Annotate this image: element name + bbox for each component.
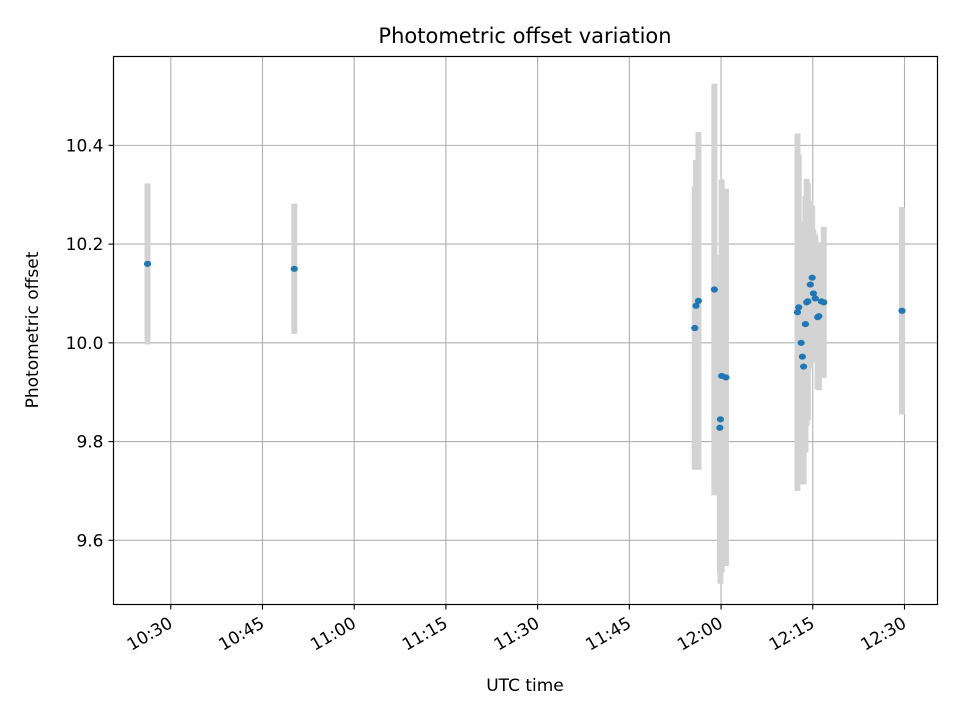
data-point: [804, 298, 812, 305]
error-bars: [144, 83, 906, 584]
data-point: [808, 274, 816, 281]
data-point: [798, 353, 806, 360]
x-tick-label: 12:30: [858, 614, 910, 656]
data-point: [898, 307, 906, 314]
data-point: [290, 265, 298, 272]
x-tick-label: 11:00: [307, 614, 359, 656]
data-point: [716, 416, 725, 423]
data-point: [815, 313, 823, 320]
data-point: [797, 339, 805, 346]
axis-ticks: [108, 144, 906, 610]
data-point: [793, 309, 802, 316]
data-point: [811, 295, 819, 302]
x-axis-label: UTC time: [486, 676, 564, 696]
data-points: [143, 260, 906, 431]
data-point: [710, 286, 718, 293]
x-tick-label: 10:30: [124, 614, 176, 656]
x-tick-label: 11:45: [582, 614, 634, 656]
data-point: [795, 304, 803, 311]
y-axis-tick-labels: 9.6 9.8 10.0 10.2 10.4: [66, 136, 104, 551]
y-tick-label: 10.2: [66, 235, 104, 255]
data-point: [143, 260, 152, 267]
x-tick-label: 12:15: [766, 614, 818, 656]
y-tick-label: 9.8: [76, 433, 103, 453]
data-point: [716, 424, 724, 431]
data-point: [691, 324, 699, 332]
data-point: [820, 299, 828, 306]
data-point: [694, 297, 703, 304]
data-point: [722, 374, 730, 381]
chart-title: Photometric offset variation: [378, 24, 671, 48]
x-tick-label: 10:45: [216, 614, 268, 656]
y-tick-label: 10.0: [66, 334, 104, 354]
data-point: [801, 320, 810, 328]
data-point: [692, 302, 700, 309]
y-tick-label: 10.4: [66, 136, 104, 156]
y-axis-label: Photometric offset: [23, 251, 43, 408]
x-tick-label: 12:00: [674, 614, 726, 656]
y-tick-label: 9.6: [76, 531, 103, 551]
data-point: [799, 363, 808, 370]
x-tick-label: 11:15: [399, 614, 451, 656]
data-point: [809, 290, 817, 297]
data-point: [806, 281, 814, 288]
plot-frame: [112, 55, 939, 606]
x-axis-tick-labels: 10:30 10:45 11:00 11:15 11:30 11:45 12:00 12:15…: [124, 614, 910, 656]
x-tick-label: 11:30: [491, 614, 543, 656]
